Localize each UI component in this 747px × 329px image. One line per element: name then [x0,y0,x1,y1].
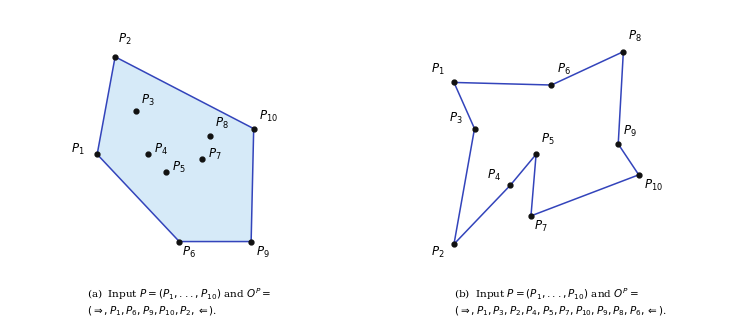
Text: $P_{4}$: $P_{4}$ [154,142,167,157]
Text: $P_{5}$: $P_{5}$ [542,132,555,147]
Text: $P_{1}$: $P_{1}$ [431,62,444,77]
Text: $P_{4}$: $P_{4}$ [487,167,501,183]
Text: $P_{3}$: $P_{3}$ [140,93,155,108]
Text: $P_{8}$: $P_{8}$ [628,29,642,44]
Text: $P_{5}$: $P_{5}$ [172,160,185,175]
Text: $P_{8}$: $P_{8}$ [215,116,229,131]
Polygon shape [97,57,254,241]
Text: $P_{9}$: $P_{9}$ [256,244,270,260]
Text: $P_{2}$: $P_{2}$ [118,32,131,46]
Text: $P_{10}$: $P_{10}$ [258,109,278,123]
Text: $P_{7}$: $P_{7}$ [208,147,221,162]
Text: $P_{2}$: $P_{2}$ [431,244,444,260]
Text: $P_{6}$: $P_{6}$ [182,244,196,260]
Text: $P_{7}$: $P_{7}$ [533,219,547,234]
Text: $P_{10}$: $P_{10}$ [644,178,663,193]
Text: (a)  Input $P=(P_1,...,P_{10})$ and $O^P=$
$(\Rightarrow,P_1,P_6,P_9,P_{10},P_2,: (a) Input $P=(P_1,...,P_{10})$ and $O^P=… [87,286,271,317]
Text: $P_{3}$: $P_{3}$ [449,111,462,126]
Text: (b)  Input $P=(P_1,...,P_{10})$ and $O^P=$
$(\Rightarrow,P_1,P_3,P_2,P_4,P_5,P_7: (b) Input $P=(P_1,...,P_{10})$ and $O^P=… [454,286,666,317]
Text: $P_{6}$: $P_{6}$ [557,62,571,77]
Text: $P_{1}$: $P_{1}$ [72,142,85,157]
Text: $P_{9}$: $P_{9}$ [623,124,637,139]
